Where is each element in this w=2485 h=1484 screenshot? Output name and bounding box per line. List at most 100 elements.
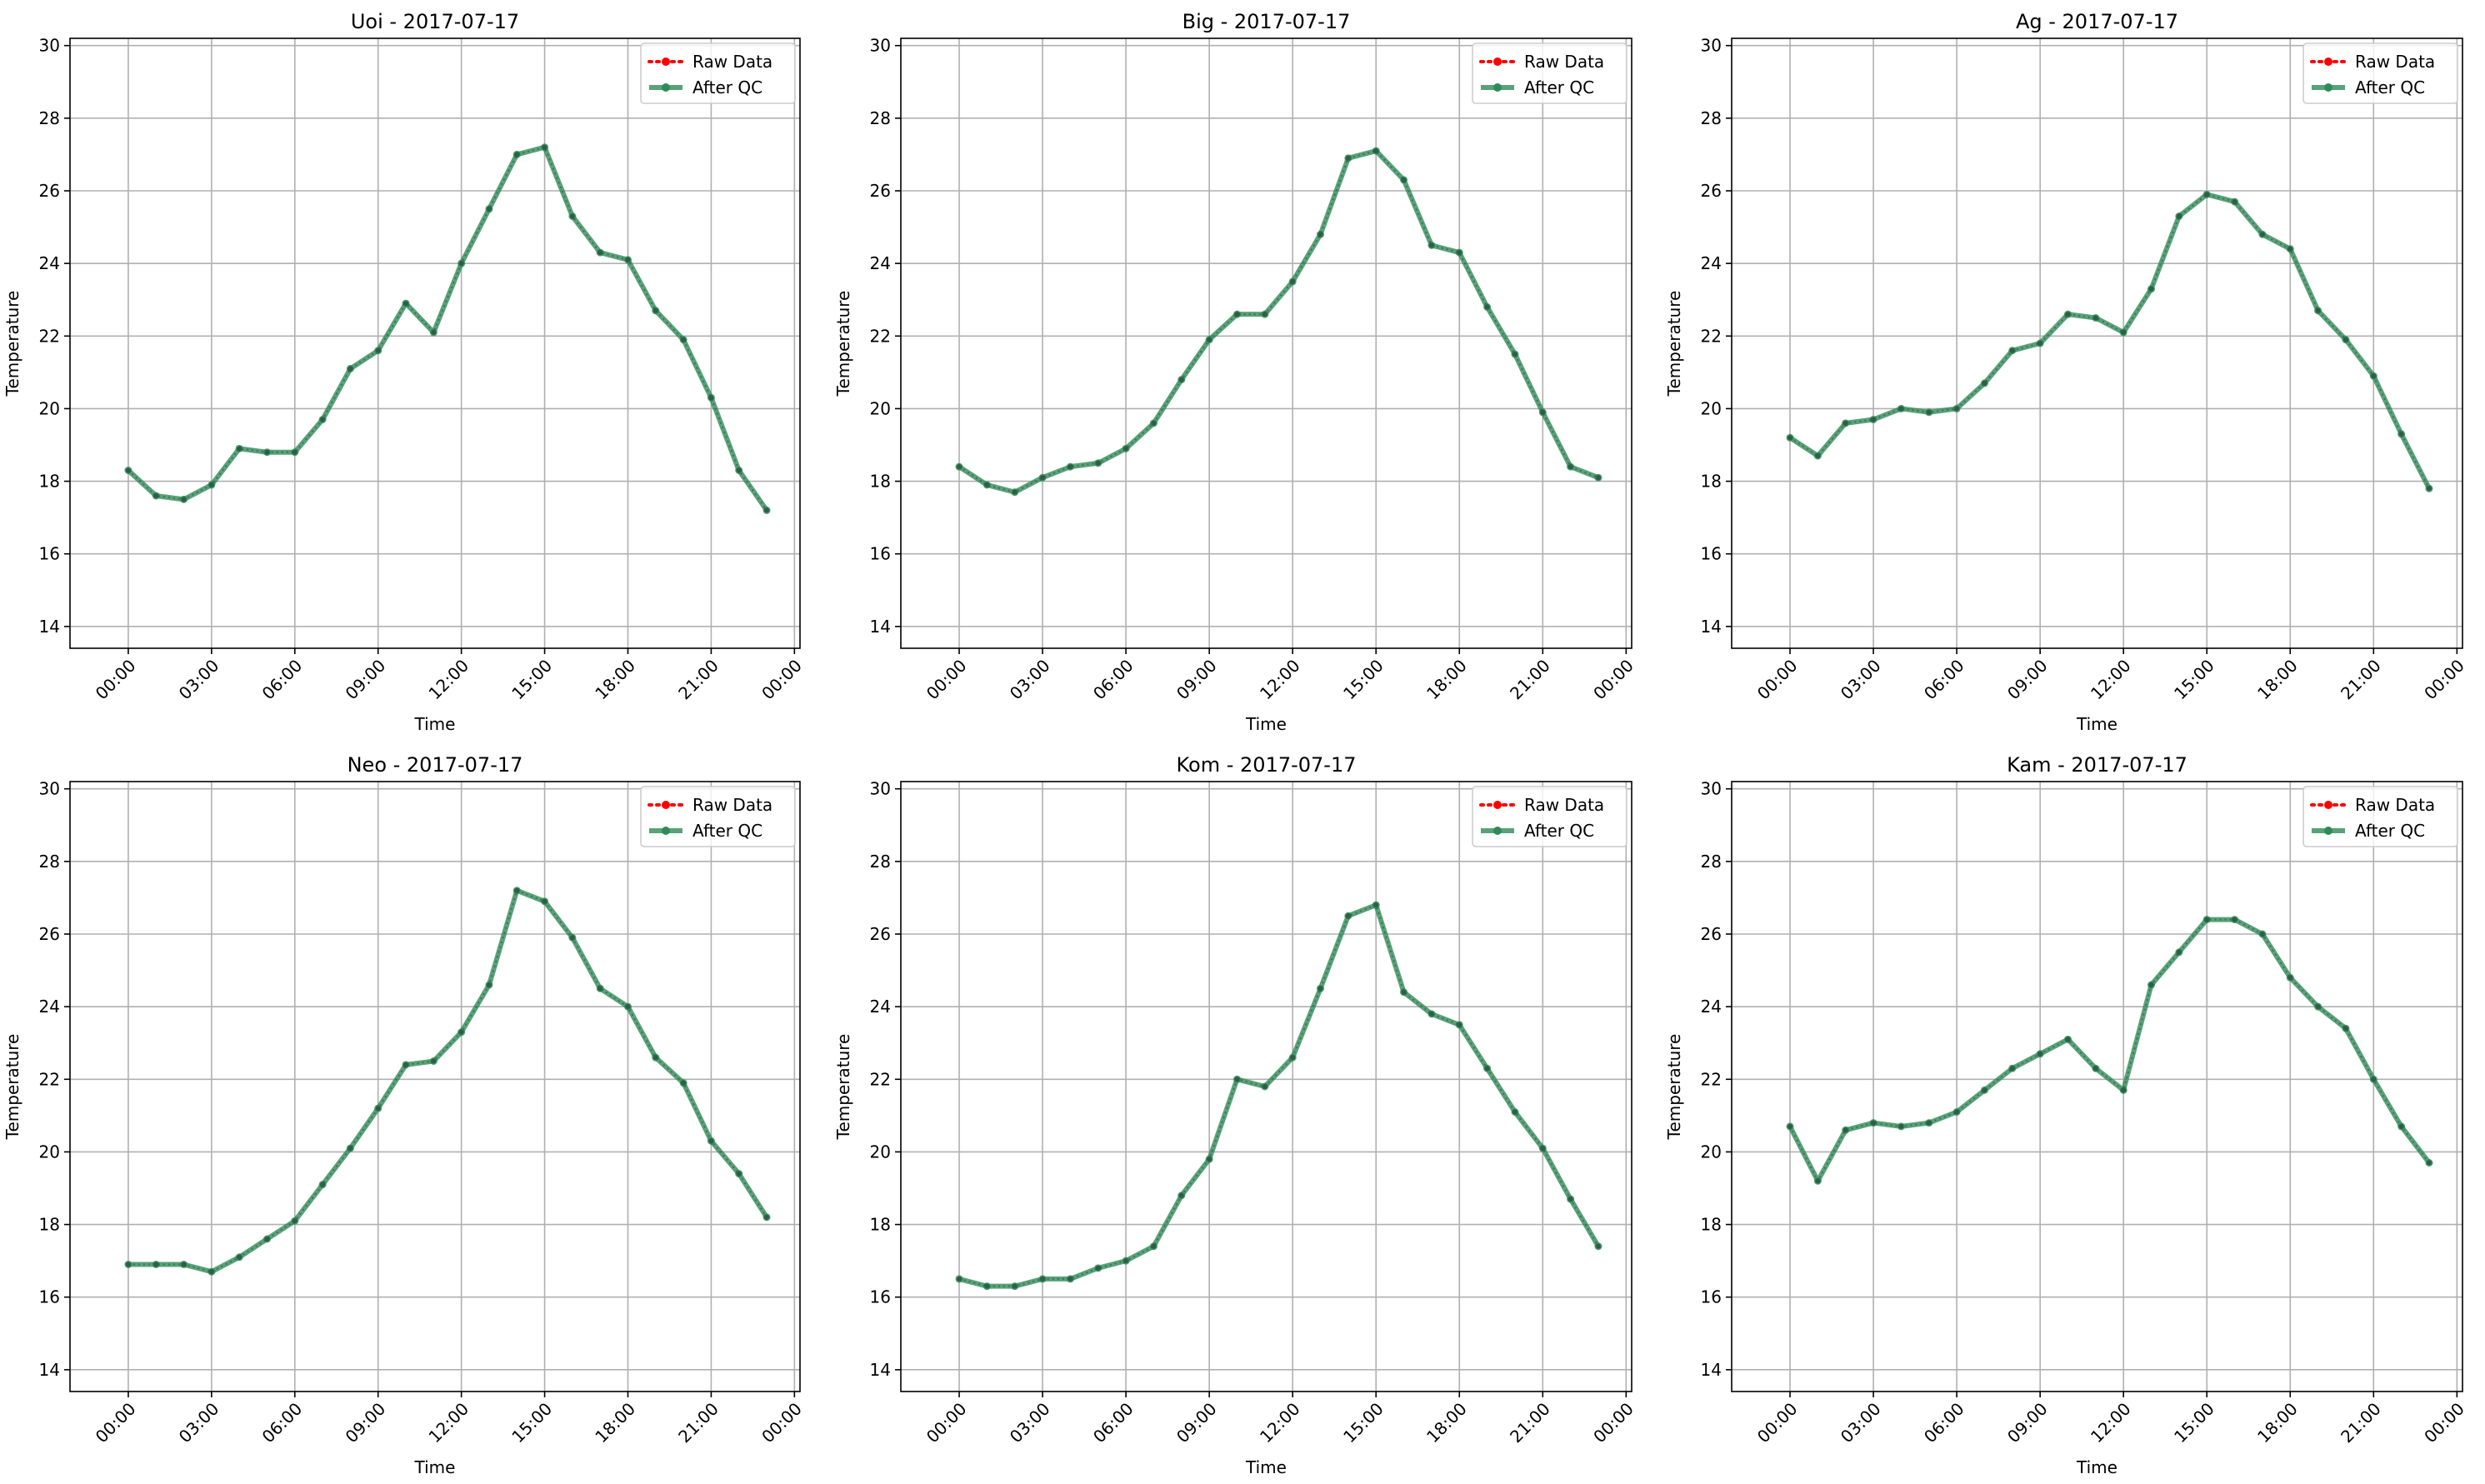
chart-title: Kom - 2017-07-17 — [1177, 753, 1357, 777]
chart-title: Uoi - 2017-07-17 — [351, 10, 519, 33]
data-point-raw-data — [708, 1138, 714, 1144]
x-tick-label: 18:00 — [2253, 656, 2302, 704]
data-point-raw-data — [957, 464, 962, 470]
y-tick-label: 26 — [1701, 924, 1722, 944]
legend: Raw Data After QC — [1472, 42, 1628, 104]
legend-marker-raw-data — [2324, 57, 2332, 66]
data-point-raw-data — [1401, 177, 1407, 182]
data-point-raw-data — [625, 1004, 631, 1010]
data-point-raw-data — [458, 261, 464, 267]
legend-marker-after-qc — [2324, 83, 2332, 92]
chart-panel: 14 16 18 20 22 24 26 28 30 00:00 03:00 06:00 09:00 12… — [2, 10, 806, 734]
y-axis-label: Temperature — [2, 291, 22, 397]
series-line-after-qc — [1788, 192, 2432, 490]
x-tick-label: 09:00 — [1172, 1399, 1221, 1447]
data-point-raw-data — [208, 482, 214, 487]
x-tick-label: 06:00 — [1920, 656, 1968, 704]
data-point-raw-data — [514, 887, 520, 893]
x-tick-label: 12:00 — [2087, 1399, 2135, 1447]
data-point-raw-data — [1815, 453, 1821, 459]
data-point-raw-data — [1178, 1192, 1184, 1198]
x-tick-label: 12:00 — [424, 656, 472, 704]
y-tick-label: 16 — [870, 1287, 891, 1307]
y-tick-label: 16 — [39, 544, 60, 564]
x-tick-label: 21:00 — [674, 1399, 722, 1447]
data-point-raw-data — [1207, 337, 1212, 342]
legend-marker-after-qc — [662, 827, 670, 835]
x-tick-label: 06:00 — [1920, 1399, 1968, 1447]
x-tick-label: 00:00 — [1753, 1399, 1802, 1447]
y-tick-label: 24 — [870, 997, 891, 1017]
data-point-raw-data — [320, 1182, 326, 1187]
x-axis-label: Time — [414, 1457, 456, 1477]
data-point-raw-data — [348, 366, 353, 372]
data-point-raw-data — [1954, 1109, 1960, 1115]
y-tick-label: 14 — [870, 617, 891, 637]
x-tick-label: 00:00 — [922, 1399, 971, 1447]
data-point-raw-data — [2259, 232, 2265, 237]
x-tick-label: 18:00 — [1422, 656, 1471, 704]
legend-label-raw-data: Raw Data — [1524, 52, 1604, 72]
y-tick-label: 30 — [1701, 779, 1722, 799]
data-point-raw-data — [1926, 1120, 1932, 1126]
chart-title: Kam - 2017-07-17 — [2007, 753, 2188, 777]
y-tick-label: 16 — [39, 1287, 60, 1307]
data-point-raw-data — [1040, 1276, 1046, 1282]
y-tick-label: 14 — [39, 1360, 60, 1380]
legend-label-after-qc: After QC — [692, 821, 762, 841]
x-tick-label: 00:00 — [758, 1399, 806, 1447]
series-line-after-qc — [958, 902, 1601, 1289]
data-point-raw-data — [2176, 213, 2182, 219]
data-point-raw-data — [2371, 1077, 2377, 1082]
y-tick-label: 18 — [870, 472, 891, 492]
y-tick-label: 28 — [870, 852, 891, 872]
data-point-raw-data — [1788, 1123, 1793, 1129]
plot-frame — [69, 781, 801, 1392]
data-point-raw-data — [2315, 307, 2321, 313]
y-tick-label: 22 — [39, 326, 60, 346]
y-tick-label: 18 — [39, 1215, 60, 1235]
chart-panel: 14 16 18 20 22 24 26 28 30 00:00 03:00 06:00 09:00 12… — [1664, 753, 2468, 1477]
y-tick-label: 24 — [870, 253, 891, 273]
data-point-raw-data — [2232, 917, 2238, 922]
y-tick-label: 18 — [870, 1215, 891, 1235]
data-point-raw-data — [736, 467, 742, 473]
data-point-raw-data — [652, 307, 658, 313]
data-point-raw-data — [2288, 246, 2293, 252]
x-axis-label: Time — [2076, 1457, 2118, 1477]
data-point-raw-data — [292, 1218, 298, 1224]
series-line-after-qc — [1788, 917, 2432, 1184]
data-point-raw-data — [764, 507, 770, 513]
data-point-raw-data — [1207, 1157, 1212, 1162]
x-tick-label: 00:00 — [92, 656, 140, 704]
x-tick-label: 21:00 — [2337, 656, 2385, 704]
data-point-raw-data — [1428, 1011, 1434, 1017]
data-point-raw-data — [1484, 1066, 1490, 1072]
data-point-raw-data — [1262, 1084, 1268, 1089]
data-point-raw-data — [984, 482, 990, 487]
legend-marker-after-qc — [1493, 83, 1502, 92]
series-line-after-qc — [126, 144, 769, 512]
data-point-raw-data — [1457, 1022, 1462, 1027]
y-tick-label: 20 — [870, 1142, 891, 1162]
data-point-raw-data — [2009, 1066, 2015, 1072]
legend-marker-raw-data — [662, 57, 670, 66]
y-tick-label: 22 — [1701, 1069, 1722, 1089]
data-point-raw-data — [1982, 1087, 1988, 1093]
legend: Raw Data After QC — [640, 42, 796, 104]
data-point-raw-data — [320, 417, 326, 422]
data-point-raw-data — [984, 1283, 990, 1289]
y-tick-label: 22 — [1701, 326, 1722, 346]
y-tick-label: 20 — [39, 398, 60, 418]
x-tick-label: 18:00 — [591, 1399, 639, 1447]
legend-label-after-qc: After QC — [1524, 821, 1594, 841]
data-point-raw-data — [1484, 304, 1490, 310]
x-tick-label: 06:00 — [1089, 1399, 1138, 1447]
y-tick-label: 22 — [39, 1069, 60, 1089]
data-point-raw-data — [2121, 329, 2127, 335]
data-point-raw-data — [458, 1029, 464, 1035]
data-point-raw-data — [764, 1214, 770, 1220]
legend-marker-after-qc — [2324, 827, 2332, 835]
legend-label-after-qc: After QC — [1524, 77, 1594, 97]
data-point-raw-data — [2398, 1123, 2404, 1129]
